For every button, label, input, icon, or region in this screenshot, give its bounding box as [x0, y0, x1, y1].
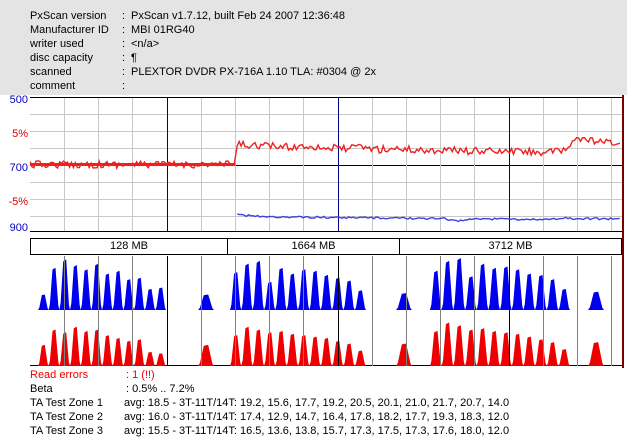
gridline-v	[235, 256, 236, 366]
pif-bar-group	[588, 342, 604, 366]
info-colon: :	[122, 66, 126, 78]
gridline-v	[269, 98, 270, 231]
info-colon: :	[122, 52, 126, 64]
y-tick-minus5: -5%	[8, 196, 28, 208]
pie-bar-group	[430, 258, 570, 310]
gridline-v	[406, 98, 407, 231]
scan-chart: 500 5% 700 -5% 900	[0, 95, 627, 235]
pif-bar-group	[230, 326, 366, 366]
gridline-v	[235, 98, 236, 231]
right-edge-border	[622, 95, 624, 448]
pie-bar-group	[38, 259, 166, 310]
info-label: comment	[30, 80, 76, 92]
zone-label-1: 128 MB	[110, 240, 148, 252]
pif-bar-group	[396, 343, 412, 366]
info-colon: :	[122, 10, 126, 22]
gridline-v	[372, 256, 373, 366]
gridline-v	[303, 98, 304, 231]
zone-label-3: 3712 MB	[399, 239, 621, 254]
pie-bar-group	[230, 260, 366, 310]
gridline-v	[64, 256, 65, 366]
gridline-h-center	[30, 165, 622, 166]
gridline-v	[440, 98, 441, 231]
pif-bar-group	[430, 322, 570, 366]
y-axis: 500 5% 700 -5% 900	[0, 95, 30, 235]
gridline-v	[98, 256, 99, 366]
gridline-v	[474, 256, 475, 366]
ta-zone-value: avg: 15.5 - 3T-11T/14T: 16.5, 13.6, 13.8…	[124, 425, 510, 437]
zone-divider-1	[167, 256, 168, 366]
gridline-v	[474, 98, 475, 231]
y-tick-700: 700	[9, 162, 28, 174]
ta-zone-label: TA Test Zone 3	[30, 425, 103, 437]
info-colon: :	[122, 24, 126, 36]
pie-bar-group	[588, 291, 604, 310]
gridline-v	[406, 256, 407, 366]
info-label: writer used	[30, 38, 84, 50]
read-errors-label: Read errors	[30, 369, 89, 381]
pie-bar-group	[396, 293, 412, 310]
info-colon: :	[122, 38, 126, 50]
jitter-curve	[237, 213, 620, 223]
info-value: ¶	[131, 52, 137, 64]
gridline-h	[30, 182, 622, 183]
info-label: Manufacturer ID	[30, 24, 109, 36]
pif-bar-group	[198, 344, 214, 366]
ta-zone-label: TA Test Zone 2	[30, 411, 103, 423]
beta-curve	[30, 136, 621, 171]
gridline-v	[577, 98, 578, 231]
y-tick-900: 900	[9, 222, 28, 234]
error-bar-panel	[30, 256, 622, 366]
info-value: PLEXTOR DVDR PX-716A 1.10 TLA: #0304 @ 2…	[131, 66, 376, 78]
gridline-v	[201, 256, 202, 366]
info-label: PxScan version	[30, 10, 107, 22]
ta-zone-value: avg: 18.5 - 3T-11T/14T: 19.2, 15.6, 17.7…	[124, 397, 510, 409]
gridline-v	[440, 256, 441, 366]
y-tick-500: 500	[9, 94, 28, 106]
ta-zone-value: avg: 16.0 - 3T-11T/14T: 17.4, 12.9, 14.7…	[124, 411, 510, 423]
info-value: MBI 01RG40	[131, 24, 195, 36]
gridline-v	[543, 256, 544, 366]
scan-summary: Read errors : 1 (!!) Beta : 0.5% .. 7.2%…	[0, 368, 627, 448]
gridline-v	[303, 256, 304, 366]
beta-value: : 0.5% .. 7.2%	[126, 383, 195, 395]
scan-curves	[30, 136, 621, 223]
zone-divider-2	[338, 256, 339, 366]
zone-label-2: 1664 MB	[227, 239, 399, 254]
info-value: PxScan v1.7.12, built Feb 24 2007 12:36:…	[131, 10, 346, 22]
gridline-v	[577, 256, 578, 366]
gridline-v	[611, 98, 612, 231]
pie-bar-group	[198, 294, 214, 310]
zone-divider-3	[509, 256, 510, 366]
zone-divider-3	[509, 98, 510, 231]
gridline-v	[611, 256, 612, 366]
gridline-v	[543, 98, 544, 231]
plot-area	[30, 97, 622, 232]
scan-info-header: PxScan version : PxScan v1.7.12, built F…	[0, 0, 627, 95]
y-tick-plus5: 5%	[12, 128, 28, 140]
gridline-h	[30, 216, 622, 217]
info-label: disc capacity	[30, 52, 93, 64]
error-bars	[38, 258, 604, 366]
info-label: scanned	[30, 66, 72, 78]
gridline-v	[269, 256, 270, 366]
zone-label-band: 128 MB 1664 MB 3712 MB	[30, 238, 622, 255]
gridline-v	[132, 256, 133, 366]
gridline-h	[30, 131, 622, 132]
pif-bar-group	[38, 326, 166, 366]
gridline-h	[30, 199, 622, 200]
gridline-h	[30, 114, 622, 115]
beta-label: Beta	[30, 383, 53, 395]
info-colon: :	[122, 80, 126, 92]
ta-zone-label: TA Test Zone 1	[30, 397, 103, 409]
gridline-v	[372, 98, 373, 231]
zone-divider-2	[338, 98, 339, 231]
read-errors-value: : 1 (!!)	[126, 369, 155, 381]
info-value: <n/a>	[131, 38, 160, 50]
